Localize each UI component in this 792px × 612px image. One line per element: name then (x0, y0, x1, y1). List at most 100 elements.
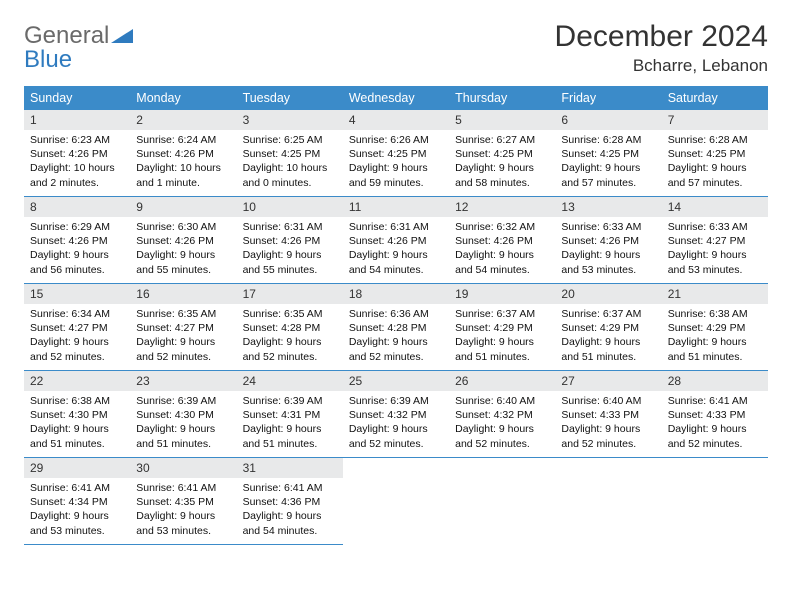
calendar-head: SundayMondayTuesdayWednesdayThursdayFrid… (24, 86, 768, 110)
daylight-text: Daylight: 9 hours and 52 minutes. (243, 335, 337, 363)
sunset-text: Sunset: 4:25 PM (349, 147, 443, 161)
day-details: Sunrise: 6:24 AMSunset: 4:26 PMDaylight:… (130, 130, 236, 194)
title-block: December 2024 Bcharre, Lebanon (555, 20, 768, 76)
sunrise-text: Sunrise: 6:41 AM (668, 394, 762, 408)
sunrise-text: Sunrise: 6:23 AM (30, 133, 124, 147)
day-cell: 3Sunrise: 6:25 AMSunset: 4:25 PMDaylight… (237, 110, 343, 197)
daylight-text: Daylight: 9 hours and 56 minutes. (30, 248, 124, 276)
day-cell: 14Sunrise: 6:33 AMSunset: 4:27 PMDayligh… (662, 197, 768, 284)
day-details: Sunrise: 6:38 AMSunset: 4:30 PMDaylight:… (24, 391, 130, 455)
calendar-row: 22Sunrise: 6:38 AMSunset: 4:30 PMDayligh… (24, 371, 768, 458)
empty-cell (343, 458, 449, 545)
daylight-text: Daylight: 9 hours and 55 minutes. (243, 248, 337, 276)
sunrise-text: Sunrise: 6:37 AM (561, 307, 655, 321)
day-details: Sunrise: 6:33 AMSunset: 4:26 PMDaylight:… (555, 217, 661, 281)
logo-triangle-icon (111, 27, 133, 48)
weekday-header: Tuesday (237, 86, 343, 110)
day-details: Sunrise: 6:39 AMSunset: 4:32 PMDaylight:… (343, 391, 449, 455)
day-cell: 29Sunrise: 6:41 AMSunset: 4:34 PMDayligh… (24, 458, 130, 545)
day-cell: 13Sunrise: 6:33 AMSunset: 4:26 PMDayligh… (555, 197, 661, 284)
day-details: Sunrise: 6:38 AMSunset: 4:29 PMDaylight:… (662, 304, 768, 368)
daylight-text: Daylight: 9 hours and 54 minutes. (349, 248, 443, 276)
daylight-text: Daylight: 9 hours and 55 minutes. (136, 248, 230, 276)
day-number: 13 (555, 197, 661, 217)
day-details: Sunrise: 6:33 AMSunset: 4:27 PMDaylight:… (662, 217, 768, 281)
daylight-text: Daylight: 9 hours and 52 minutes. (561, 422, 655, 450)
daylight-text: Daylight: 9 hours and 58 minutes. (455, 161, 549, 189)
day-number: 8 (24, 197, 130, 217)
day-details: Sunrise: 6:29 AMSunset: 4:26 PMDaylight:… (24, 217, 130, 281)
day-details: Sunrise: 6:31 AMSunset: 4:26 PMDaylight:… (343, 217, 449, 281)
sunset-text: Sunset: 4:26 PM (136, 234, 230, 248)
day-number: 20 (555, 284, 661, 304)
sunset-text: Sunset: 4:26 PM (561, 234, 655, 248)
day-cell: 23Sunrise: 6:39 AMSunset: 4:30 PMDayligh… (130, 371, 236, 458)
day-details: Sunrise: 6:39 AMSunset: 4:31 PMDaylight:… (237, 391, 343, 455)
day-details: Sunrise: 6:28 AMSunset: 4:25 PMDaylight:… (662, 130, 768, 194)
day-details: Sunrise: 6:41 AMSunset: 4:33 PMDaylight:… (662, 391, 768, 455)
daylight-text: Daylight: 9 hours and 52 minutes. (455, 422, 549, 450)
day-cell: 27Sunrise: 6:40 AMSunset: 4:33 PMDayligh… (555, 371, 661, 458)
daylight-text: Daylight: 9 hours and 52 minutes. (349, 422, 443, 450)
day-details: Sunrise: 6:36 AMSunset: 4:28 PMDaylight:… (343, 304, 449, 368)
daylight-text: Daylight: 9 hours and 53 minutes. (136, 509, 230, 537)
sunrise-text: Sunrise: 6:27 AM (455, 133, 549, 147)
day-cell: 24Sunrise: 6:39 AMSunset: 4:31 PMDayligh… (237, 371, 343, 458)
day-cell: 5Sunrise: 6:27 AMSunset: 4:25 PMDaylight… (449, 110, 555, 197)
day-number: 10 (237, 197, 343, 217)
sunrise-text: Sunrise: 6:38 AM (668, 307, 762, 321)
day-details: Sunrise: 6:40 AMSunset: 4:32 PMDaylight:… (449, 391, 555, 455)
month-title: December 2024 (555, 20, 768, 54)
day-details: Sunrise: 6:35 AMSunset: 4:28 PMDaylight:… (237, 304, 343, 368)
day-number: 3 (237, 110, 343, 130)
sunset-text: Sunset: 4:34 PM (30, 495, 124, 509)
sunrise-text: Sunrise: 6:37 AM (455, 307, 549, 321)
day-number: 7 (662, 110, 768, 130)
day-cell: 20Sunrise: 6:37 AMSunset: 4:29 PMDayligh… (555, 284, 661, 371)
day-details: Sunrise: 6:26 AMSunset: 4:25 PMDaylight:… (343, 130, 449, 194)
day-number: 19 (449, 284, 555, 304)
day-cell: 7Sunrise: 6:28 AMSunset: 4:25 PMDaylight… (662, 110, 768, 197)
empty-cell (449, 458, 555, 545)
day-number: 21 (662, 284, 768, 304)
day-number: 15 (24, 284, 130, 304)
sunset-text: Sunset: 4:30 PM (30, 408, 124, 422)
day-details: Sunrise: 6:27 AMSunset: 4:25 PMDaylight:… (449, 130, 555, 194)
sunset-text: Sunset: 4:32 PM (349, 408, 443, 422)
sunrise-text: Sunrise: 6:32 AM (455, 220, 549, 234)
daylight-text: Daylight: 9 hours and 53 minutes. (668, 248, 762, 276)
sunset-text: Sunset: 4:25 PM (455, 147, 549, 161)
sunrise-text: Sunrise: 6:34 AM (30, 307, 124, 321)
day-details: Sunrise: 6:32 AMSunset: 4:26 PMDaylight:… (449, 217, 555, 281)
sunrise-text: Sunrise: 6:41 AM (30, 481, 124, 495)
sunset-text: Sunset: 4:27 PM (30, 321, 124, 335)
day-cell: 11Sunrise: 6:31 AMSunset: 4:26 PMDayligh… (343, 197, 449, 284)
day-number: 6 (555, 110, 661, 130)
day-number: 11 (343, 197, 449, 217)
logo-word-general: General (24, 22, 109, 49)
calendar-row: 15Sunrise: 6:34 AMSunset: 4:27 PMDayligh… (24, 284, 768, 371)
day-details: Sunrise: 6:41 AMSunset: 4:35 PMDaylight:… (130, 478, 236, 542)
day-number: 27 (555, 371, 661, 391)
daylight-text: Daylight: 10 hours and 2 minutes. (30, 161, 124, 189)
day-cell: 2Sunrise: 6:24 AMSunset: 4:26 PMDaylight… (130, 110, 236, 197)
sunrise-text: Sunrise: 6:39 AM (243, 394, 337, 408)
day-number: 23 (130, 371, 236, 391)
day-cell: 10Sunrise: 6:31 AMSunset: 4:26 PMDayligh… (237, 197, 343, 284)
day-details: Sunrise: 6:40 AMSunset: 4:33 PMDaylight:… (555, 391, 661, 455)
daylight-text: Daylight: 9 hours and 52 minutes. (136, 335, 230, 363)
daylight-text: Daylight: 9 hours and 51 minutes. (136, 422, 230, 450)
sunrise-text: Sunrise: 6:41 AM (136, 481, 230, 495)
sunset-text: Sunset: 4:29 PM (455, 321, 549, 335)
day-number: 26 (449, 371, 555, 391)
sunrise-text: Sunrise: 6:39 AM (136, 394, 230, 408)
daylight-text: Daylight: 9 hours and 53 minutes. (561, 248, 655, 276)
sunset-text: Sunset: 4:26 PM (30, 147, 124, 161)
day-details: Sunrise: 6:34 AMSunset: 4:27 PMDaylight:… (24, 304, 130, 368)
sunrise-text: Sunrise: 6:31 AM (243, 220, 337, 234)
sunrise-text: Sunrise: 6:36 AM (349, 307, 443, 321)
daylight-text: Daylight: 9 hours and 53 minutes. (30, 509, 124, 537)
day-details: Sunrise: 6:41 AMSunset: 4:34 PMDaylight:… (24, 478, 130, 542)
sunset-text: Sunset: 4:27 PM (668, 234, 762, 248)
day-number: 14 (662, 197, 768, 217)
